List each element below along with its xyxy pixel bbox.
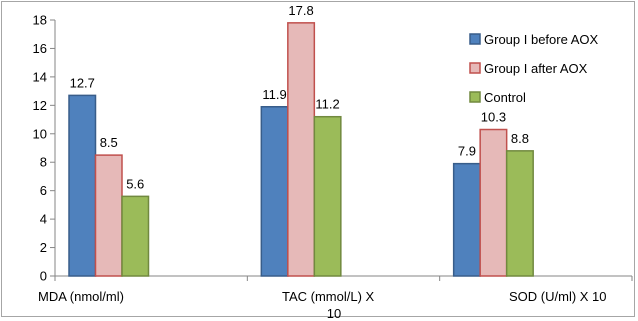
bar — [121, 195, 150, 277]
bar — [68, 94, 97, 277]
y-tick-label: 10 — [33, 126, 47, 141]
data-label: 17.8 — [288, 3, 313, 18]
legend-label: Control — [484, 90, 526, 105]
data-label: 12.7 — [70, 75, 95, 90]
x-category-label: SOD (U/ml) X 10 — [509, 289, 607, 304]
y-tick-label: 12 — [33, 98, 47, 113]
legend-swatch — [469, 91, 481, 103]
x-category-label-continued: 10 — [327, 306, 341, 321]
data-label: 8.5 — [100, 135, 118, 150]
y-tick-label: 8 — [40, 155, 47, 170]
y-tick-label: 16 — [33, 41, 47, 56]
chart-frame — [1, 1, 635, 317]
y-tick-label: 6 — [40, 183, 47, 198]
data-label: 10.3 — [481, 110, 506, 125]
data-label: 11.9 — [262, 87, 286, 102]
y-tick-label: 0 — [40, 269, 47, 284]
legend-swatch — [469, 33, 481, 45]
legend-swatch — [469, 62, 481, 74]
data-label: 7.9 — [458, 144, 476, 159]
data-label: 5.6 — [126, 176, 144, 191]
bar — [313, 115, 342, 277]
x-category-label: TAC (mmol/L) X — [282, 289, 375, 304]
data-label: 8.8 — [511, 131, 529, 146]
data-label: 11.2 — [315, 97, 339, 112]
x-category-label: MDA (nmol/ml) — [38, 289, 124, 304]
legend-label: Group I after AOX — [484, 61, 588, 76]
y-tick-label: 18 — [33, 13, 47, 28]
y-tick-label: 4 — [40, 212, 47, 227]
y-tick-label: 2 — [40, 240, 47, 255]
bar — [260, 106, 289, 277]
bar — [479, 128, 508, 277]
bar — [94, 154, 123, 277]
y-tick-label: 14 — [33, 69, 47, 84]
legend-label: Group I before AOX — [484, 32, 599, 47]
bar — [287, 22, 316, 277]
bar — [452, 162, 481, 277]
bar — [505, 150, 534, 277]
